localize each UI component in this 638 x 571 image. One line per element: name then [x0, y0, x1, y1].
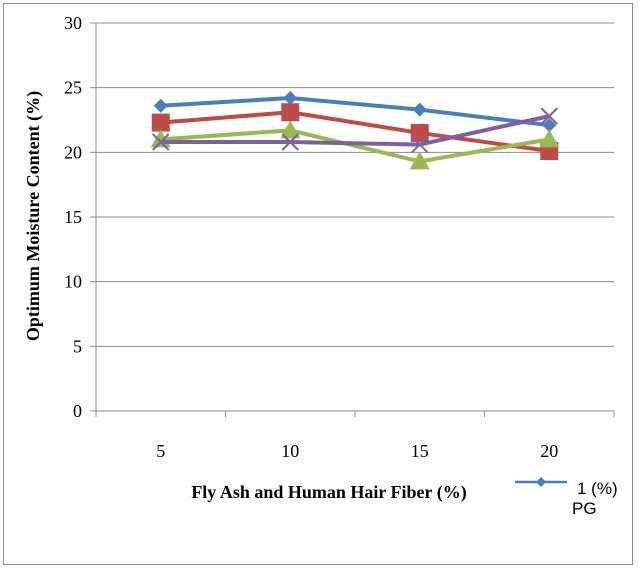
- series-line: [160, 114, 550, 147]
- data-point-x: [152, 133, 170, 151]
- tick-labels: 0 5 10 15 20 25 30 5 10 15 20: [64, 13, 558, 461]
- y-tick-label: 20: [64, 142, 82, 162]
- axes: [90, 22, 615, 417]
- x-tick-label: 20: [540, 441, 558, 461]
- y-tick-label: 15: [64, 207, 82, 227]
- series-line: [160, 128, 550, 164]
- y-tick-label: 30: [64, 13, 82, 33]
- series-layer: [150, 91, 560, 170]
- data-point-triangle: [280, 120, 301, 139]
- data-point-diamond: [283, 91, 298, 106]
- series-3: [150, 120, 560, 170]
- data-point-square: [281, 103, 300, 122]
- data-point-x: [281, 133, 299, 151]
- y-tick-label: 10: [64, 272, 82, 292]
- y-axis-title: Optimum Moisture Content (%): [23, 91, 44, 341]
- series-line: [160, 96, 550, 128]
- data-point-diamond: [412, 102, 427, 117]
- legend-diamond-icon: [536, 477, 546, 487]
- y-tick-label: 5: [73, 336, 82, 356]
- series-4: [152, 107, 558, 154]
- data-point-triangle: [409, 151, 430, 170]
- data-point-square: [410, 123, 429, 142]
- x-tick-label: 5: [156, 441, 165, 461]
- data-point-x: [411, 135, 429, 154]
- data-point-diamond: [542, 118, 557, 133]
- gridlines: [96, 22, 614, 347]
- data-point-diamond: [153, 98, 168, 113]
- y-tick-label: 0: [73, 401, 82, 421]
- legend: 1 (%) PG: [515, 477, 618, 518]
- x-axis-title: Fly Ash and Human Hair Fiber (%): [191, 482, 466, 503]
- data-point-triangle: [539, 129, 560, 148]
- x-tick-label: 15: [411, 441, 429, 461]
- y-tick-label: 25: [64, 78, 82, 98]
- series-line: [160, 110, 550, 154]
- legend-label-line1: 1 (%): [577, 479, 618, 498]
- chart-frame: [3, 3, 633, 565]
- data-point-x: [540, 107, 558, 125]
- x-tick-label: 10: [281, 441, 299, 461]
- series-2: [151, 103, 559, 161]
- data-point-square: [151, 113, 170, 132]
- series-1: [153, 91, 557, 133]
- legend-label-line2: PG: [572, 499, 597, 518]
